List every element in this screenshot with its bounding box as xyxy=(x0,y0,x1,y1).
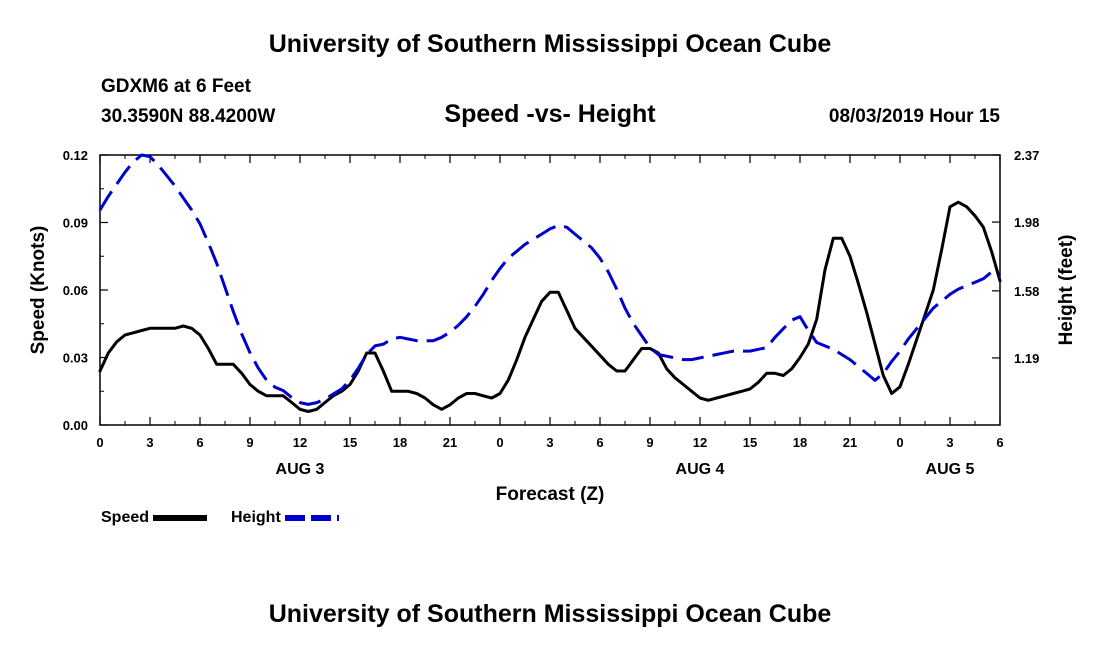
legend-height-label: Height xyxy=(231,509,281,526)
legend-speed-label: Speed xyxy=(101,509,150,526)
labels-layer: 0 3 6 9 12 15 18 21 0 3 6 9 12 15 18 21 0 3 6 AUG 3 AUG 4 AUG… xyxy=(28,148,1077,505)
x-tick-label: 21 xyxy=(443,435,457,450)
series-line-height xyxy=(98,153,1001,406)
date-label: AUG 5 xyxy=(926,461,975,478)
y-tick-label: 0.12 xyxy=(63,148,88,163)
axes xyxy=(99,154,1001,426)
x-tick-label: 6 xyxy=(596,435,603,450)
date-label: AUG 3 xyxy=(276,461,325,478)
y2-tick-label: 1.19 xyxy=(1014,351,1039,366)
location-label: 30.3590N 88.4200W xyxy=(101,106,276,127)
x-tick-label: 12 xyxy=(693,435,707,450)
x-tick-label: 6 xyxy=(996,435,1003,450)
legend-speed: Speed xyxy=(101,509,208,527)
plot-title: Speed -vs- Height xyxy=(444,100,656,128)
x-tick-label: 9 xyxy=(246,435,253,450)
legend-speed-swatch xyxy=(153,514,208,521)
series-line-speed xyxy=(98,200,1002,413)
y2-tick-label: 2.37 xyxy=(1014,148,1039,163)
x-tick-label: 0 xyxy=(896,435,903,450)
x-axis-title: Forecast (Z) xyxy=(496,484,605,505)
issued-label: 08/03/2019 Hour 15 xyxy=(828,106,1000,127)
page-title-bottom: University of Southern Mississippi Ocean… xyxy=(268,600,832,628)
x-tick-label: 18 xyxy=(793,435,807,450)
y2-axis-title: Height (feet) xyxy=(1056,235,1077,346)
page-title-top: University of Southern Mississippi Ocean… xyxy=(268,30,832,58)
plot-frame xyxy=(99,154,1001,426)
legend-height-swatch xyxy=(285,514,340,521)
x-tick-label: 18 xyxy=(393,435,407,450)
x-tick-label: 3 xyxy=(546,435,553,450)
x-tick-label: 3 xyxy=(946,435,953,450)
y-tick-label: 0.00 xyxy=(63,418,88,433)
y-tick-label: 0.09 xyxy=(63,216,88,231)
date-label: AUG 4 xyxy=(676,461,725,478)
y-tick-label: 0.03 xyxy=(63,351,88,366)
x-tick-label: 0 xyxy=(96,435,103,450)
x-tick-label: 15 xyxy=(743,435,757,450)
x-tick-label: 0 xyxy=(496,435,503,450)
series-layer xyxy=(98,153,1002,413)
x-tick-label: 6 xyxy=(196,435,203,450)
x-tick-label: 9 xyxy=(646,435,653,450)
y-tick-label: 0.06 xyxy=(63,283,88,298)
y-axis-title: Speed (Knots) xyxy=(28,226,49,355)
legend-height: Height xyxy=(231,509,340,527)
station-label: GDXM6 at 6 Feet xyxy=(101,76,251,97)
x-tick-label: 15 xyxy=(343,435,357,450)
x-tick-label: 21 xyxy=(843,435,857,450)
y2-tick-label: 1.98 xyxy=(1014,215,1039,230)
x-tick-label: 3 xyxy=(146,435,153,450)
x-tick-label: 12 xyxy=(293,435,307,450)
y2-tick-label: 1.58 xyxy=(1014,284,1039,299)
